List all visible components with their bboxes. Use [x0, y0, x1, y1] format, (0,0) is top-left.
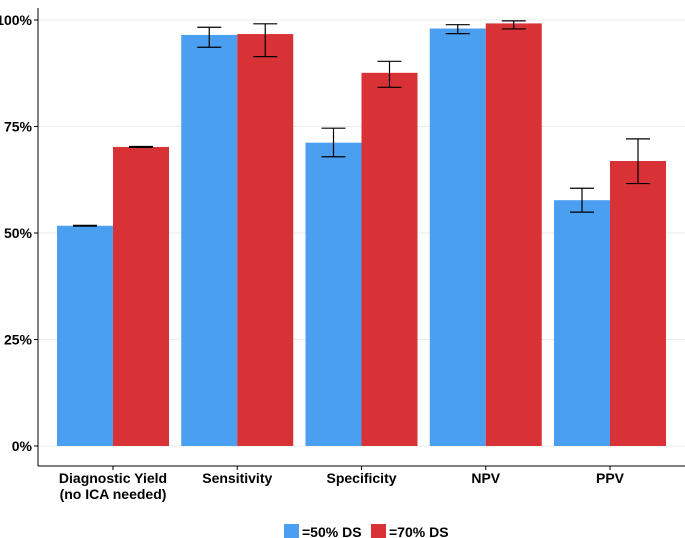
axes [34, 8, 685, 470]
x-tick-label-3: NPV [471, 470, 500, 486]
y-tick-label-75: 75% [4, 119, 33, 135]
x-tick-label-4: PPV [596, 470, 625, 486]
bar-ds50-4 [554, 200, 610, 446]
bar-ds70-4 [610, 161, 666, 447]
y-tick-label-25: 25% [4, 332, 33, 348]
bar-ds50-2 [305, 142, 362, 447]
legend-item-ds50: =50% DS [284, 524, 362, 538]
bar-ds70-3 [485, 23, 542, 447]
error-bar-ds70-0 [129, 145, 153, 148]
bar-ds50-0 [57, 225, 113, 446]
y-tick-labels: 0% 25% 50% 75% 100% [0, 12, 33, 454]
legend-label: =70% DS [389, 524, 449, 538]
x-tick-label-2: Specificity [326, 470, 396, 486]
error-bars [73, 20, 650, 227]
error-bar-ds50-1 [197, 26, 222, 48]
bar-ds70-0 [113, 146, 169, 446]
y-tick-label-0: 0% [12, 438, 33, 454]
x-tick-label-1: Sensitivity [202, 470, 272, 486]
bar-ds70-2 [361, 72, 418, 446]
legend-swatch [284, 524, 299, 538]
error-bar-ds50-3 [445, 24, 470, 35]
bars [57, 23, 666, 447]
x-tick-labels: Diagnostic Yield (no ICA needed) Sensitivi… [59, 470, 625, 502]
y-tick-label-50: 50% [4, 225, 33, 241]
error-bar-ds70-2 [377, 60, 402, 88]
x-tick-label-0: Diagnostic Yield (no ICA needed) [59, 470, 167, 502]
error-bar-ds70-3 [501, 20, 526, 30]
bar-ds70-1 [237, 34, 294, 447]
legend-item-ds70: =70% DS [371, 524, 449, 538]
error-bar-ds50-4 [570, 187, 594, 213]
legend-swatch [371, 524, 386, 538]
error-bar-ds50-0 [73, 224, 97, 227]
legend-label: =50% DS [302, 524, 362, 538]
legend: =50% DS =70% DS [284, 524, 449, 538]
error-bar-ds50-2 [321, 127, 346, 158]
error-bar-ds70-4 [626, 138, 650, 185]
error-bar-ds70-1 [253, 23, 278, 58]
bar-ds50-1 [181, 34, 238, 446]
bar-ds50-3 [429, 28, 486, 447]
y-tick-label-100: 100% [0, 12, 33, 28]
